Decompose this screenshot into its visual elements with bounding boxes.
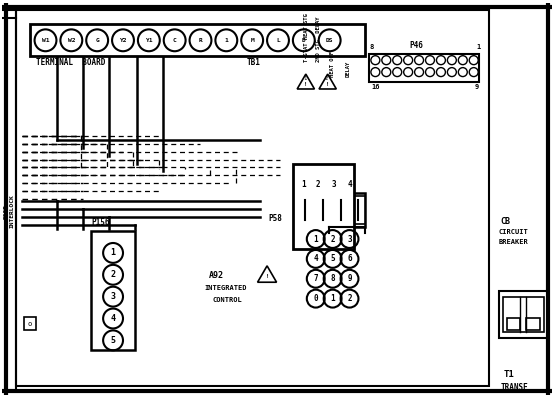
Text: 3: 3 — [347, 235, 352, 243]
Text: 6: 6 — [347, 254, 352, 263]
Text: TERMINAL  BOARD: TERMINAL BOARD — [35, 58, 105, 67]
Text: 5: 5 — [330, 254, 335, 263]
Text: DS: DS — [326, 38, 334, 43]
Text: P58: P58 — [268, 214, 282, 223]
Text: D: D — [302, 38, 306, 43]
Bar — [91, 231, 135, 350]
Text: 5: 5 — [111, 336, 116, 345]
Text: 2ND STG  DELAY: 2ND STG DELAY — [316, 17, 321, 62]
Bar — [334, 196, 347, 224]
Bar — [294, 193, 366, 227]
Bar — [506, 318, 520, 331]
Bar — [16, 11, 489, 386]
Text: !: ! — [326, 81, 329, 87]
Text: 1: 1 — [476, 44, 481, 50]
Text: !: ! — [265, 274, 269, 279]
Text: 3: 3 — [111, 292, 116, 301]
Text: 4: 4 — [314, 254, 318, 263]
Text: G: G — [95, 38, 99, 43]
Text: 4: 4 — [347, 181, 352, 189]
Text: 1: 1 — [303, 76, 306, 81]
Text: 1: 1 — [301, 181, 306, 189]
Bar — [29, 24, 366, 56]
Text: T1: T1 — [504, 370, 514, 379]
Text: BREAKER: BREAKER — [499, 239, 529, 245]
Text: 4: 4 — [111, 314, 116, 323]
Bar — [526, 318, 540, 331]
Text: 2: 2 — [330, 235, 335, 243]
Bar — [370, 54, 479, 82]
Text: 0: 0 — [314, 294, 318, 303]
Text: P46: P46 — [409, 41, 423, 50]
Text: HEAT OFF: HEAT OFF — [330, 51, 335, 77]
Bar — [293, 164, 355, 249]
Bar — [352, 196, 366, 224]
Text: 7: 7 — [314, 274, 318, 283]
Text: L: L — [276, 38, 280, 43]
Bar — [298, 196, 312, 224]
Text: 2: 2 — [111, 270, 116, 279]
Text: DELAY: DELAY — [346, 61, 351, 77]
Bar — [502, 297, 544, 333]
Text: 9: 9 — [474, 84, 479, 90]
Text: CIRCUIT: CIRCUIT — [499, 229, 529, 235]
Bar — [316, 196, 330, 224]
Text: 1: 1 — [111, 248, 116, 258]
Text: CB: CB — [501, 217, 511, 226]
Text: 16: 16 — [371, 84, 380, 90]
Text: M: M — [250, 38, 254, 43]
Text: TRANSF: TRANSF — [501, 383, 529, 392]
Text: INTEGRATED: INTEGRATED — [204, 285, 247, 291]
Text: R: R — [199, 38, 202, 43]
Text: 2: 2 — [325, 76, 328, 81]
Text: A92: A92 — [208, 271, 223, 280]
Text: C: C — [173, 38, 177, 43]
Text: W2: W2 — [68, 38, 75, 43]
Text: CONTROL: CONTROL — [212, 297, 242, 303]
Bar — [24, 316, 35, 331]
Text: Y1: Y1 — [145, 38, 152, 43]
Bar — [499, 291, 548, 339]
Text: P156: P156 — [91, 218, 110, 227]
Text: 8: 8 — [330, 274, 335, 283]
Text: o: o — [28, 322, 32, 327]
Text: T-STAT HEAT STG: T-STAT HEAT STG — [304, 13, 309, 62]
Text: Y2: Y2 — [119, 38, 127, 43]
Text: 9: 9 — [347, 274, 352, 283]
Text: 3: 3 — [331, 181, 336, 189]
Text: 1: 1 — [314, 235, 318, 243]
Text: !: ! — [304, 81, 307, 87]
Text: W1: W1 — [42, 38, 49, 43]
Text: 1: 1 — [330, 294, 335, 303]
Text: 8: 8 — [370, 44, 373, 50]
Text: 2: 2 — [347, 294, 352, 303]
Text: 1: 1 — [224, 38, 228, 43]
Text: 2: 2 — [315, 181, 320, 189]
Text: TB1: TB1 — [246, 58, 260, 67]
Text: DOOR
INTERLOCK: DOOR INTERLOCK — [3, 194, 14, 228]
